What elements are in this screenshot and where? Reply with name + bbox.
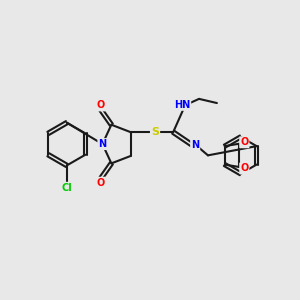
Text: Cl: Cl <box>61 183 72 193</box>
Text: N: N <box>191 140 199 150</box>
Text: N: N <box>98 139 106 149</box>
Text: O: O <box>97 178 105 188</box>
Text: O: O <box>240 164 248 173</box>
Text: O: O <box>240 137 248 147</box>
Text: HN: HN <box>174 100 190 110</box>
Text: O: O <box>97 100 105 110</box>
Text: S: S <box>151 127 159 137</box>
